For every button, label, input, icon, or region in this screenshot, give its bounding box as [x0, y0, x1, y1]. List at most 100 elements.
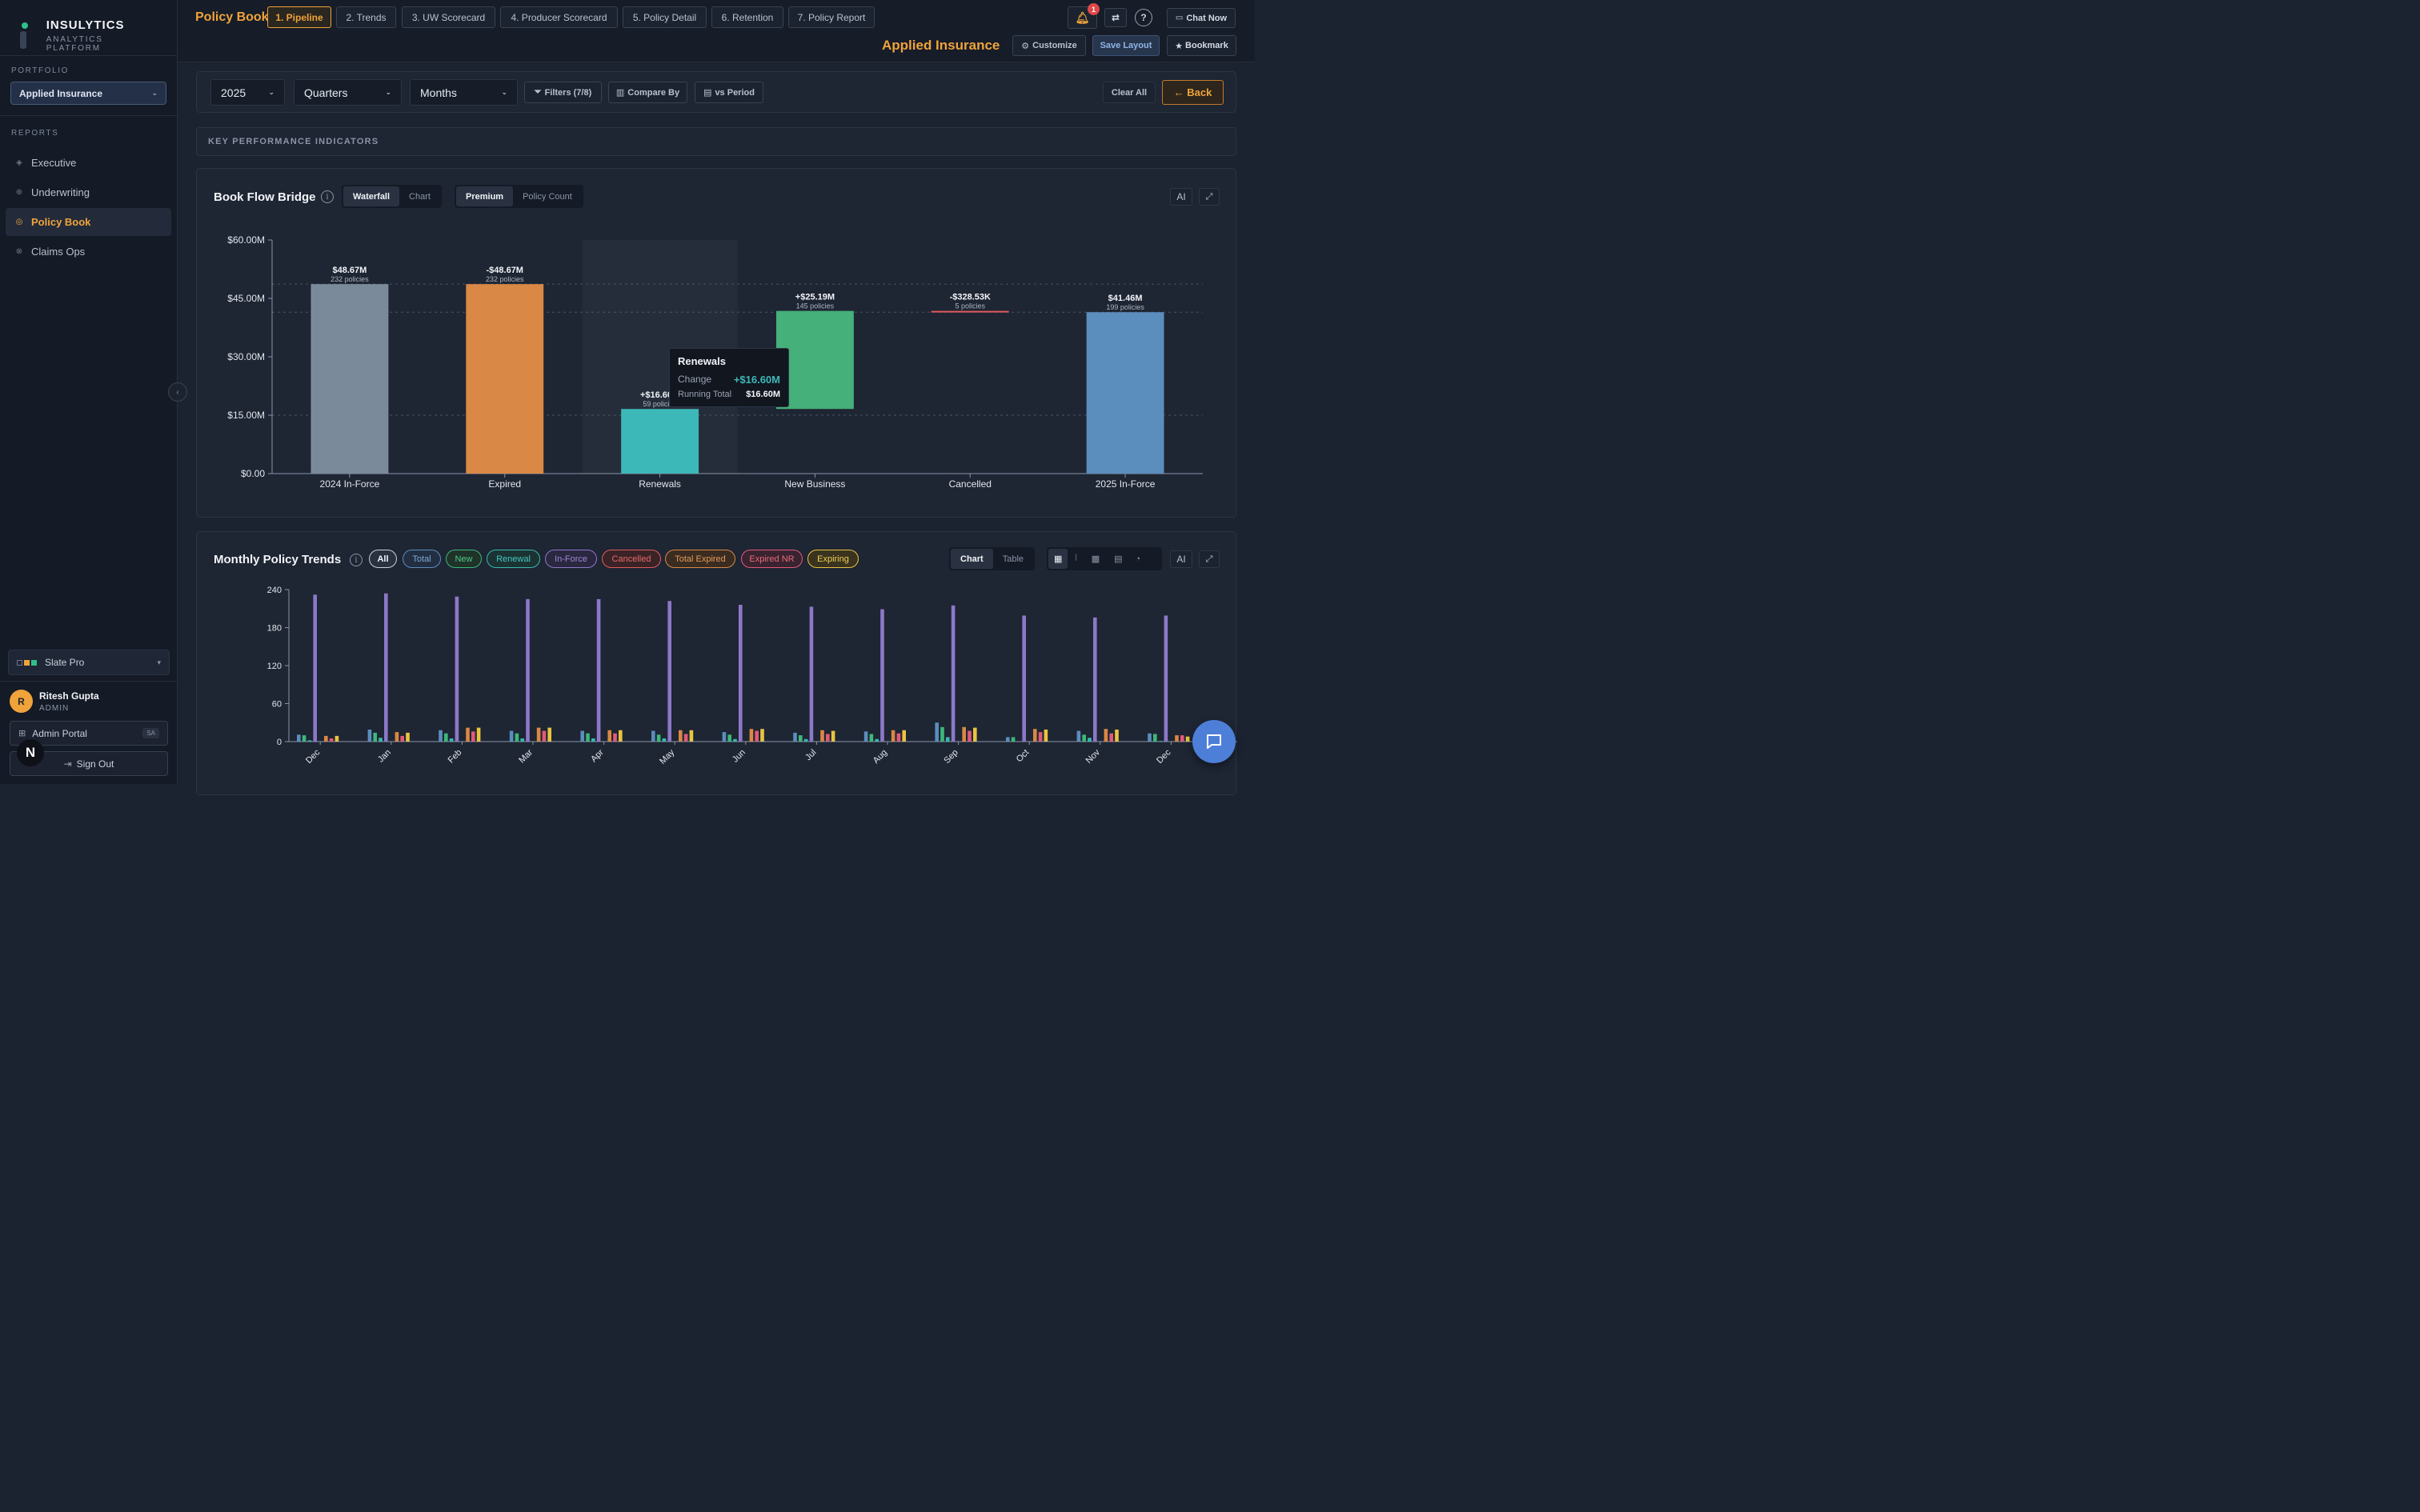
portfolio-select[interactable]: Applied Insurance ⌄: [10, 82, 166, 105]
x-tick-label: Mar: [517, 747, 535, 765]
chat-now-button[interactable]: ▭ Chat Now: [1167, 8, 1236, 28]
sidebar-item-label: Underwriting: [31, 186, 90, 198]
y-tick-label: 180: [267, 624, 282, 634]
info-icon[interactable]: i: [350, 554, 363, 566]
tab-uw-scorecard[interactable]: 3. UW Scorecard: [402, 6, 495, 28]
year-value: 2025: [221, 86, 246, 99]
trend-filter-total[interactable]: Total: [403, 550, 441, 568]
trend-bar: [739, 605, 743, 742]
trend-bar: [946, 737, 950, 742]
back-button[interactable]: ← Back: [1162, 80, 1224, 105]
trends-chart: 0 60 120 180 240 Dec Jan Feb Mar Apr May Jun Jul Aug S…: [267, 586, 1237, 766]
quarters-select[interactable]: Quarters ⌄: [294, 79, 402, 106]
x-tick-label: Jul: [803, 748, 818, 762]
chart-toggle[interactable]: Chart: [951, 549, 993, 569]
n-badge-icon[interactable]: N: [17, 739, 44, 766]
help-icon[interactable]: ?: [1135, 9, 1152, 26]
trend-filter-renewal[interactable]: Renewal: [487, 550, 540, 568]
expand-button[interactable]: ⤢: [1199, 550, 1220, 568]
sidebar-item-policy-book[interactable]: ◎ Policy Book: [6, 208, 171, 236]
waterfall-toggle[interactable]: Waterfall: [343, 186, 400, 206]
bookmark-button[interactable]: ★ Bookmark: [1167, 35, 1236, 56]
months-select[interactable]: Months ⌄: [410, 79, 518, 106]
months-value: Months: [420, 86, 457, 99]
notification-button[interactable]: 🔔︎ 1: [1068, 3, 1100, 29]
waterfall-bar: [311, 284, 389, 474]
trend-bar: [1185, 736, 1190, 742]
sidebar-item-underwriting[interactable]: ⊕ Underwriting: [6, 178, 171, 206]
trend-bar: [449, 738, 454, 742]
pie-chart-type-icon[interactable]: ◔: [1135, 554, 1141, 564]
ai-button[interactable]: AI: [1170, 550, 1192, 568]
trend-bar: [520, 738, 524, 742]
bar-value-label: -$48.67M: [487, 266, 523, 275]
tab-policy-detail[interactable]: 5. Policy Detail: [623, 6, 707, 28]
compare-by-button[interactable]: ▥ Compare By: [608, 82, 687, 103]
trend-filter-cancelled[interactable]: Cancelled: [602, 550, 661, 568]
trend-bar: [820, 730, 824, 742]
bar-policy-label: 232 policies: [486, 275, 524, 283]
chart-toggle[interactable]: Chart: [409, 191, 431, 202]
stacked-chart-type-icon[interactable]: ▤: [1114, 554, 1123, 564]
bar-chart-icon: ▥: [615, 88, 625, 98]
ai-button[interactable]: AI: [1170, 188, 1192, 206]
x-tick-label: Dec: [1155, 747, 1173, 766]
trend-bar: [526, 598, 530, 742]
expand-icon: ⤢: [1205, 554, 1213, 564]
portfolio-value: Applied Insurance: [19, 87, 103, 99]
table-toggle[interactable]: Table: [1002, 554, 1024, 564]
trend-bar: [1088, 738, 1092, 742]
x-tick-label: Expired: [488, 478, 521, 490]
trend-filter-expired-nr[interactable]: Expired NR: [741, 550, 803, 568]
tab-policy-report[interactable]: 7. Policy Report: [788, 6, 875, 28]
trend-bar: [891, 730, 895, 742]
tab-pipeline[interactable]: 1. Pipeline: [267, 6, 331, 28]
collapse-sidebar-button[interactable]: ‹: [168, 382, 187, 402]
info-icon[interactable]: i: [321, 190, 334, 203]
filters-button[interactable]: ⏷ Filters (7/8): [524, 82, 602, 103]
trend-filter-all[interactable]: All: [369, 550, 397, 568]
trend-filter-new[interactable]: New: [446, 550, 482, 568]
swap-button[interactable]: ⇄: [1104, 8, 1127, 27]
customize-button[interactable]: ⚙ Customize: [1012, 35, 1086, 56]
divider: [0, 115, 177, 116]
bar-policy-label: 59 policies: [643, 400, 677, 408]
trend-filter-expiring[interactable]: Expiring: [807, 550, 859, 568]
expand-button[interactable]: ⤢: [1199, 188, 1220, 206]
sidebar-item-executive[interactable]: ◈ Executive: [6, 149, 171, 177]
line-chart-type-icon[interactable]: ⦚: [1075, 554, 1077, 563]
tab-producer-scorecard[interactable]: 4. Producer Scorecard: [500, 6, 618, 28]
tab-trends[interactable]: 2. Trends: [336, 6, 396, 28]
vs-period-button[interactable]: ▤ vs Period: [695, 82, 763, 103]
theme-name: Slate Pro: [45, 657, 85, 668]
tooltip-title: Renewals: [678, 355, 726, 367]
trend-filter-total-expired[interactable]: Total Expired: [665, 550, 735, 568]
x-tick-label: Sep: [942, 748, 960, 766]
trend-bar: [869, 734, 874, 742]
theme-select[interactable]: Slate Pro ▾: [8, 650, 170, 675]
policy-count-toggle[interactable]: Policy Count: [523, 191, 572, 202]
trend-bar: [307, 740, 312, 742]
trend-bar: [1044, 729, 1048, 742]
theme-swatch-icon: [17, 659, 38, 666]
premium-toggle[interactable]: Premium: [456, 186, 514, 206]
trend-bar: [727, 734, 731, 742]
year-select[interactable]: 2025 ⌄: [210, 79, 285, 106]
save-layout-button[interactable]: Save Layout: [1092, 35, 1160, 56]
tab-retention[interactable]: 6. Retention: [711, 6, 783, 28]
chat-fab-button[interactable]: [1192, 720, 1236, 763]
sidebar-item-claims-ops[interactable]: ⊗ Claims Ops: [6, 238, 171, 266]
clear-all-button[interactable]: Clear All: [1103, 82, 1156, 103]
bar-chart-type-icon[interactable]: ▦: [1048, 549, 1068, 569]
area-chart-type-icon[interactable]: ▩: [1091, 554, 1100, 564]
trend-filter-in-force[interactable]: In-Force: [545, 550, 597, 568]
x-tick-label: New Business: [784, 478, 845, 490]
calendar-icon: ▤: [703, 88, 712, 98]
star-icon: ★: [1175, 41, 1184, 51]
vs-period-label: vs Period: [715, 87, 755, 98]
y-tick-label: $15.00M: [227, 410, 265, 421]
trend-bar: [875, 738, 879, 742]
diamond-icon: ◈: [16, 158, 22, 167]
avatar: R: [10, 690, 33, 713]
kpi-section-header[interactable]: KEY PERFORMANCE INDICATORS: [196, 127, 1236, 156]
